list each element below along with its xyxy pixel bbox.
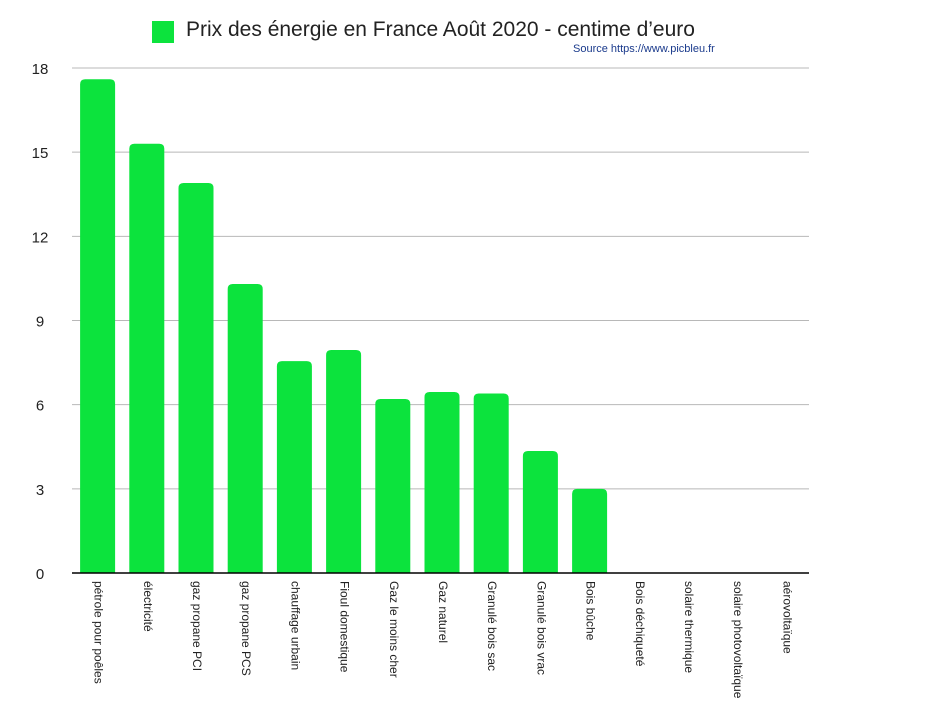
category-label: Bois bûche xyxy=(584,581,598,641)
source-note: Source https://www.picbleu.fr xyxy=(573,43,715,55)
category-label: solaire thermique xyxy=(682,581,696,673)
category-label: électricité xyxy=(141,581,155,632)
bar xyxy=(129,143,165,573)
tick-labels: 0 3 6 9 12 15 18 pétrole pour poêles électricité… xyxy=(32,61,795,699)
bars xyxy=(80,79,608,573)
legend-swatch xyxy=(152,21,174,43)
bar xyxy=(80,79,116,573)
bar xyxy=(572,488,608,573)
category-label: gaz propane PCS xyxy=(239,581,253,676)
category-label: aérovoltaïque xyxy=(780,581,794,654)
bar xyxy=(424,392,460,573)
category-label: Gaz le moins cher xyxy=(387,581,401,678)
category-label: pétrole pour poêles xyxy=(92,581,106,684)
category-label: Granulé bois vrac xyxy=(534,581,548,675)
category-label: chauffage urbain xyxy=(288,581,302,670)
bar xyxy=(178,183,214,573)
y-tick-label: 3 xyxy=(36,482,44,499)
y-tick-label: 0 xyxy=(36,566,44,583)
bar xyxy=(375,399,411,573)
category-label: Granulé bois sac xyxy=(485,581,499,671)
category-label: Gaz naturel xyxy=(436,581,450,643)
category-label: gaz propane PCI xyxy=(190,581,204,671)
legend-label: Prix des énergie en France Août 2020 - c… xyxy=(186,18,695,41)
y-tick-label: 15 xyxy=(32,145,49,162)
category-label: solaire photovoltaïque xyxy=(731,581,745,699)
y-tick-label: 6 xyxy=(36,398,44,415)
bar xyxy=(227,284,263,573)
category-label: Fioul domestique xyxy=(338,581,352,673)
y-tick-label: 18 xyxy=(32,61,49,78)
bar xyxy=(522,450,558,573)
y-tick-label: 9 xyxy=(36,314,44,331)
y-tick-label: 12 xyxy=(32,229,49,246)
bar xyxy=(326,349,362,573)
bar xyxy=(276,361,312,573)
bar xyxy=(473,393,509,573)
category-label: Bois déchiqueté xyxy=(633,581,647,667)
